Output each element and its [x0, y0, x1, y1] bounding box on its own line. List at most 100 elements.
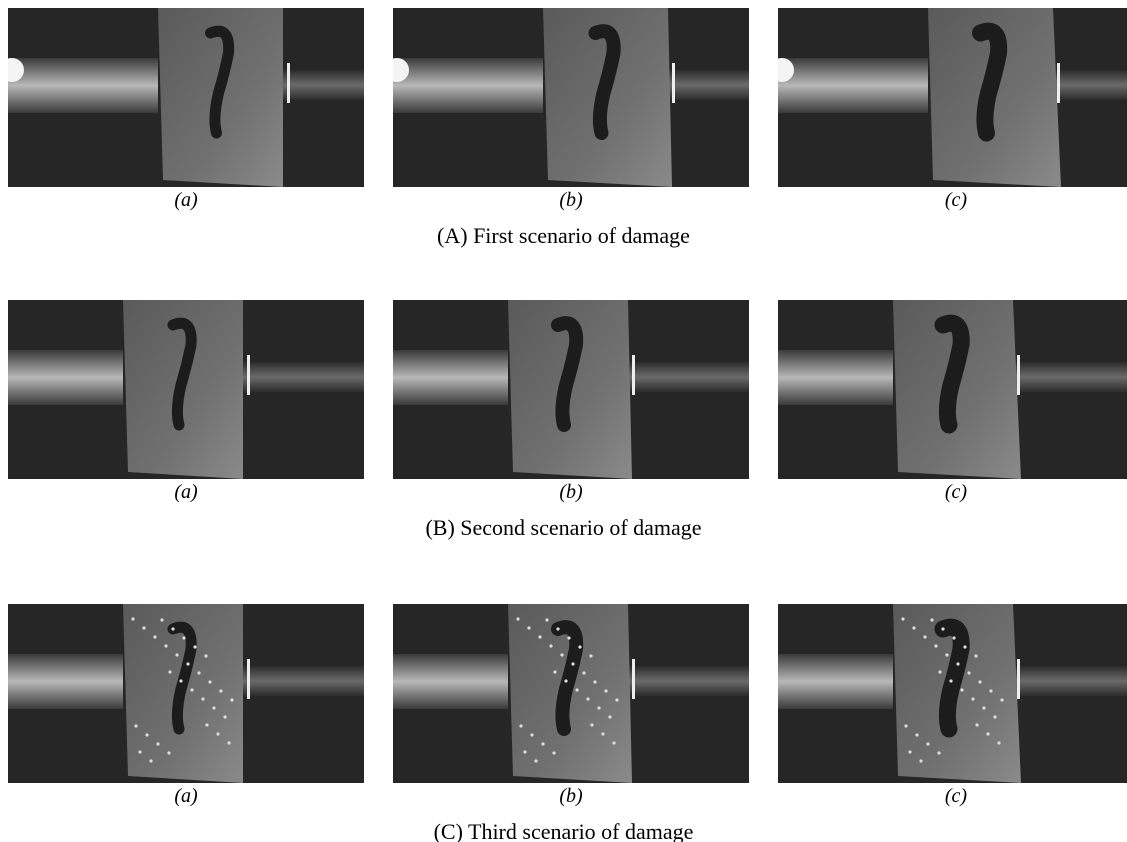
rod-end	[778, 58, 794, 82]
speckle	[164, 644, 168, 648]
speckle	[571, 662, 575, 666]
speckle	[527, 626, 531, 630]
speckle	[193, 645, 197, 649]
speckle	[1000, 698, 1004, 702]
panel-label: (a)	[174, 189, 198, 211]
speckle	[915, 733, 919, 737]
speckle	[993, 715, 997, 719]
specimen-photo	[778, 8, 1127, 187]
speckle	[952, 636, 956, 640]
left-rod	[393, 654, 508, 709]
speckle	[949, 679, 953, 683]
right-rod	[628, 362, 749, 392]
damage-mark	[934, 314, 970, 434]
panel-label: (c)	[944, 785, 968, 807]
speckle	[201, 697, 205, 701]
speckle	[545, 618, 549, 622]
damage-mark	[551, 620, 584, 736]
speckle	[519, 724, 523, 728]
row-caption: (A) First scenario of damage	[437, 223, 690, 248]
right-rod	[1053, 70, 1127, 100]
speckle	[926, 742, 930, 746]
speckle	[582, 671, 586, 675]
panel-label: (a)	[174, 785, 198, 807]
specimen-photo	[8, 300, 364, 479]
speckle	[945, 653, 949, 657]
panel-label: (c)	[944, 189, 968, 211]
right-rod	[1013, 362, 1127, 392]
speckle	[223, 715, 227, 719]
speckle	[145, 733, 149, 737]
panel-label: (a)	[174, 481, 198, 503]
speckle	[612, 741, 616, 745]
speckle	[197, 671, 201, 675]
right-rod	[243, 666, 364, 696]
panel-label: (b)	[559, 481, 583, 503]
speckle	[997, 741, 1001, 745]
speckle	[982, 706, 986, 710]
speckle	[560, 653, 564, 657]
speckle	[212, 706, 216, 710]
specimen-photo	[778, 300, 1127, 479]
speckle	[604, 689, 608, 693]
damage-mark	[167, 317, 197, 431]
speckle	[975, 723, 979, 727]
damage-mark	[588, 24, 621, 140]
left-rod	[778, 350, 893, 405]
specimen-photo	[393, 604, 749, 783]
speckle	[941, 627, 945, 631]
speckle	[219, 689, 223, 693]
speckle	[978, 680, 982, 684]
highlight	[672, 63, 675, 103]
speckle	[227, 741, 231, 745]
speckle	[142, 626, 146, 630]
speckle	[938, 670, 942, 674]
left-rod	[8, 654, 123, 709]
speckle	[908, 750, 912, 754]
damage-mark	[551, 316, 584, 432]
speckle	[149, 759, 153, 763]
speckle	[930, 618, 934, 622]
speckle	[564, 679, 568, 683]
speckle	[901, 617, 905, 621]
speckle	[171, 627, 175, 631]
right-rod	[283, 70, 364, 100]
speckle	[615, 698, 619, 702]
speckle	[974, 654, 978, 658]
highlight	[632, 355, 635, 395]
speckle	[589, 654, 593, 658]
speckle	[601, 732, 605, 736]
speckle	[578, 645, 582, 649]
speckle	[963, 645, 967, 649]
speckle	[131, 617, 135, 621]
speckle	[182, 636, 186, 640]
damage-mark	[205, 25, 235, 139]
panel-label: (c)	[944, 481, 968, 503]
right-rod	[243, 362, 364, 392]
speckle	[912, 626, 916, 630]
speckle	[190, 688, 194, 692]
speckle	[967, 671, 971, 675]
speckle	[230, 698, 234, 702]
speckle	[549, 644, 553, 648]
damage-mark	[934, 618, 970, 738]
highlight	[632, 659, 635, 699]
speckle	[567, 636, 571, 640]
panel-label: (b)	[559, 189, 583, 211]
highlight	[1017, 659, 1020, 699]
speckle	[934, 644, 938, 648]
highlight	[1057, 63, 1060, 103]
speckle	[208, 680, 212, 684]
left-rod	[778, 654, 893, 709]
speckle	[204, 654, 208, 658]
highlight	[1017, 355, 1020, 395]
specimen-photo	[778, 604, 1127, 783]
speckle	[138, 750, 142, 754]
speckle	[530, 733, 534, 737]
specimen-photo	[393, 8, 749, 187]
damage-mark	[972, 22, 1008, 142]
speckle	[541, 742, 545, 746]
speckle	[186, 662, 190, 666]
left-rod	[8, 58, 158, 113]
